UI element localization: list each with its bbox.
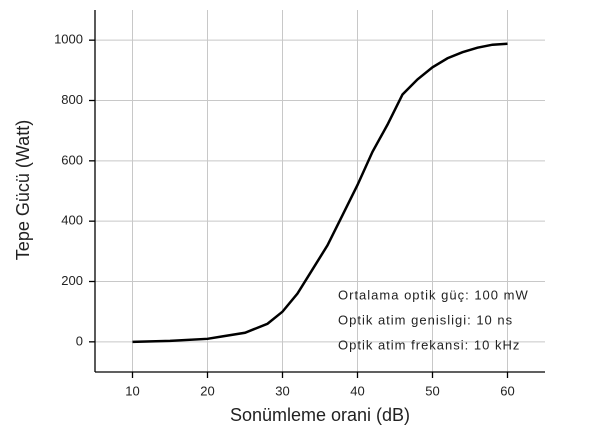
y-tick-label: 1000 xyxy=(54,32,83,47)
x-axis-label: Sonümleme orani (dB) xyxy=(230,405,410,425)
y-tick-label: 800 xyxy=(61,92,83,107)
x-tick-label: 50 xyxy=(425,383,439,398)
x-tick-label: 60 xyxy=(500,383,514,398)
annotation: Optik atim frekansi: 10 kHz xyxy=(338,337,520,352)
y-tick-label: 200 xyxy=(61,273,83,288)
y-axis-label: Tepe Gücü (Watt) xyxy=(13,120,33,260)
annotation: Ortalama optik güç: 100 mW xyxy=(338,287,529,302)
x-tick-label: 10 xyxy=(125,383,139,398)
annotation: Optik atim genisligi: 10 ns xyxy=(338,312,513,327)
line xyxy=(132,42,508,344)
y-tick-label: 600 xyxy=(61,152,83,167)
x-tick-label: 30 xyxy=(275,383,289,398)
x-tick-label: 20 xyxy=(200,383,214,398)
y-tick-label: 400 xyxy=(61,213,83,228)
y-tick-label: 0 xyxy=(76,333,83,348)
x-tick-label: 40 xyxy=(350,383,364,398)
